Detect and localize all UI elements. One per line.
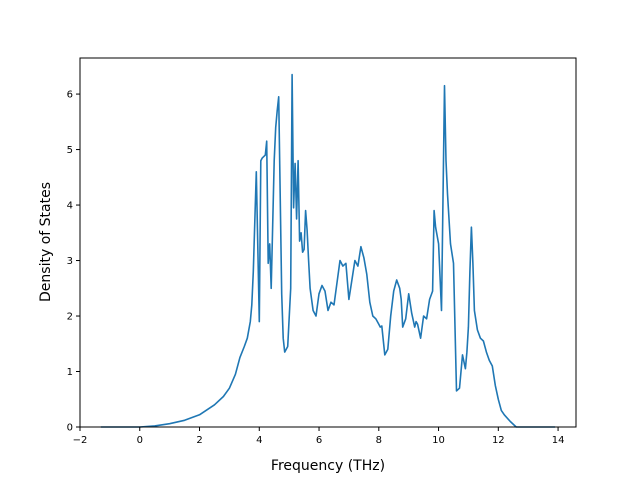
y-axis-label: Density of States: [38, 182, 54, 302]
series-line-0: [100, 73, 556, 428]
x-tick-label: 14: [552, 435, 565, 446]
y-tick-label: 0: [67, 423, 73, 434]
x-axis-label: Frequency (THz): [271, 458, 385, 474]
x-tick-label: 4: [256, 435, 262, 446]
series-layer: [100, 73, 556, 428]
x-tick-label: 0: [137, 435, 143, 446]
x-tick-label: 12: [492, 435, 505, 446]
y-tick-label: 2: [67, 312, 73, 323]
y-tick-label: 6: [67, 90, 73, 101]
x-tick-label: 8: [376, 435, 382, 446]
y-tick-label: 4: [67, 201, 73, 212]
plot-area: [80, 58, 576, 427]
y-tick-label: 1: [67, 367, 73, 378]
y-tick-label: 5: [67, 145, 73, 156]
y-axis: 0 1 2 3 4 5 6: [67, 90, 80, 434]
x-tick-label: 10: [432, 435, 445, 446]
x-axis: −2 0 2 4 6 8 10 12 14: [73, 427, 565, 446]
x-tick-label: 2: [196, 435, 202, 446]
x-tick-label: −2: [73, 435, 88, 446]
plot-frame: [79, 57, 577, 428]
y-tick-label: 3: [67, 256, 73, 267]
x-tick-label: 6: [316, 435, 322, 446]
